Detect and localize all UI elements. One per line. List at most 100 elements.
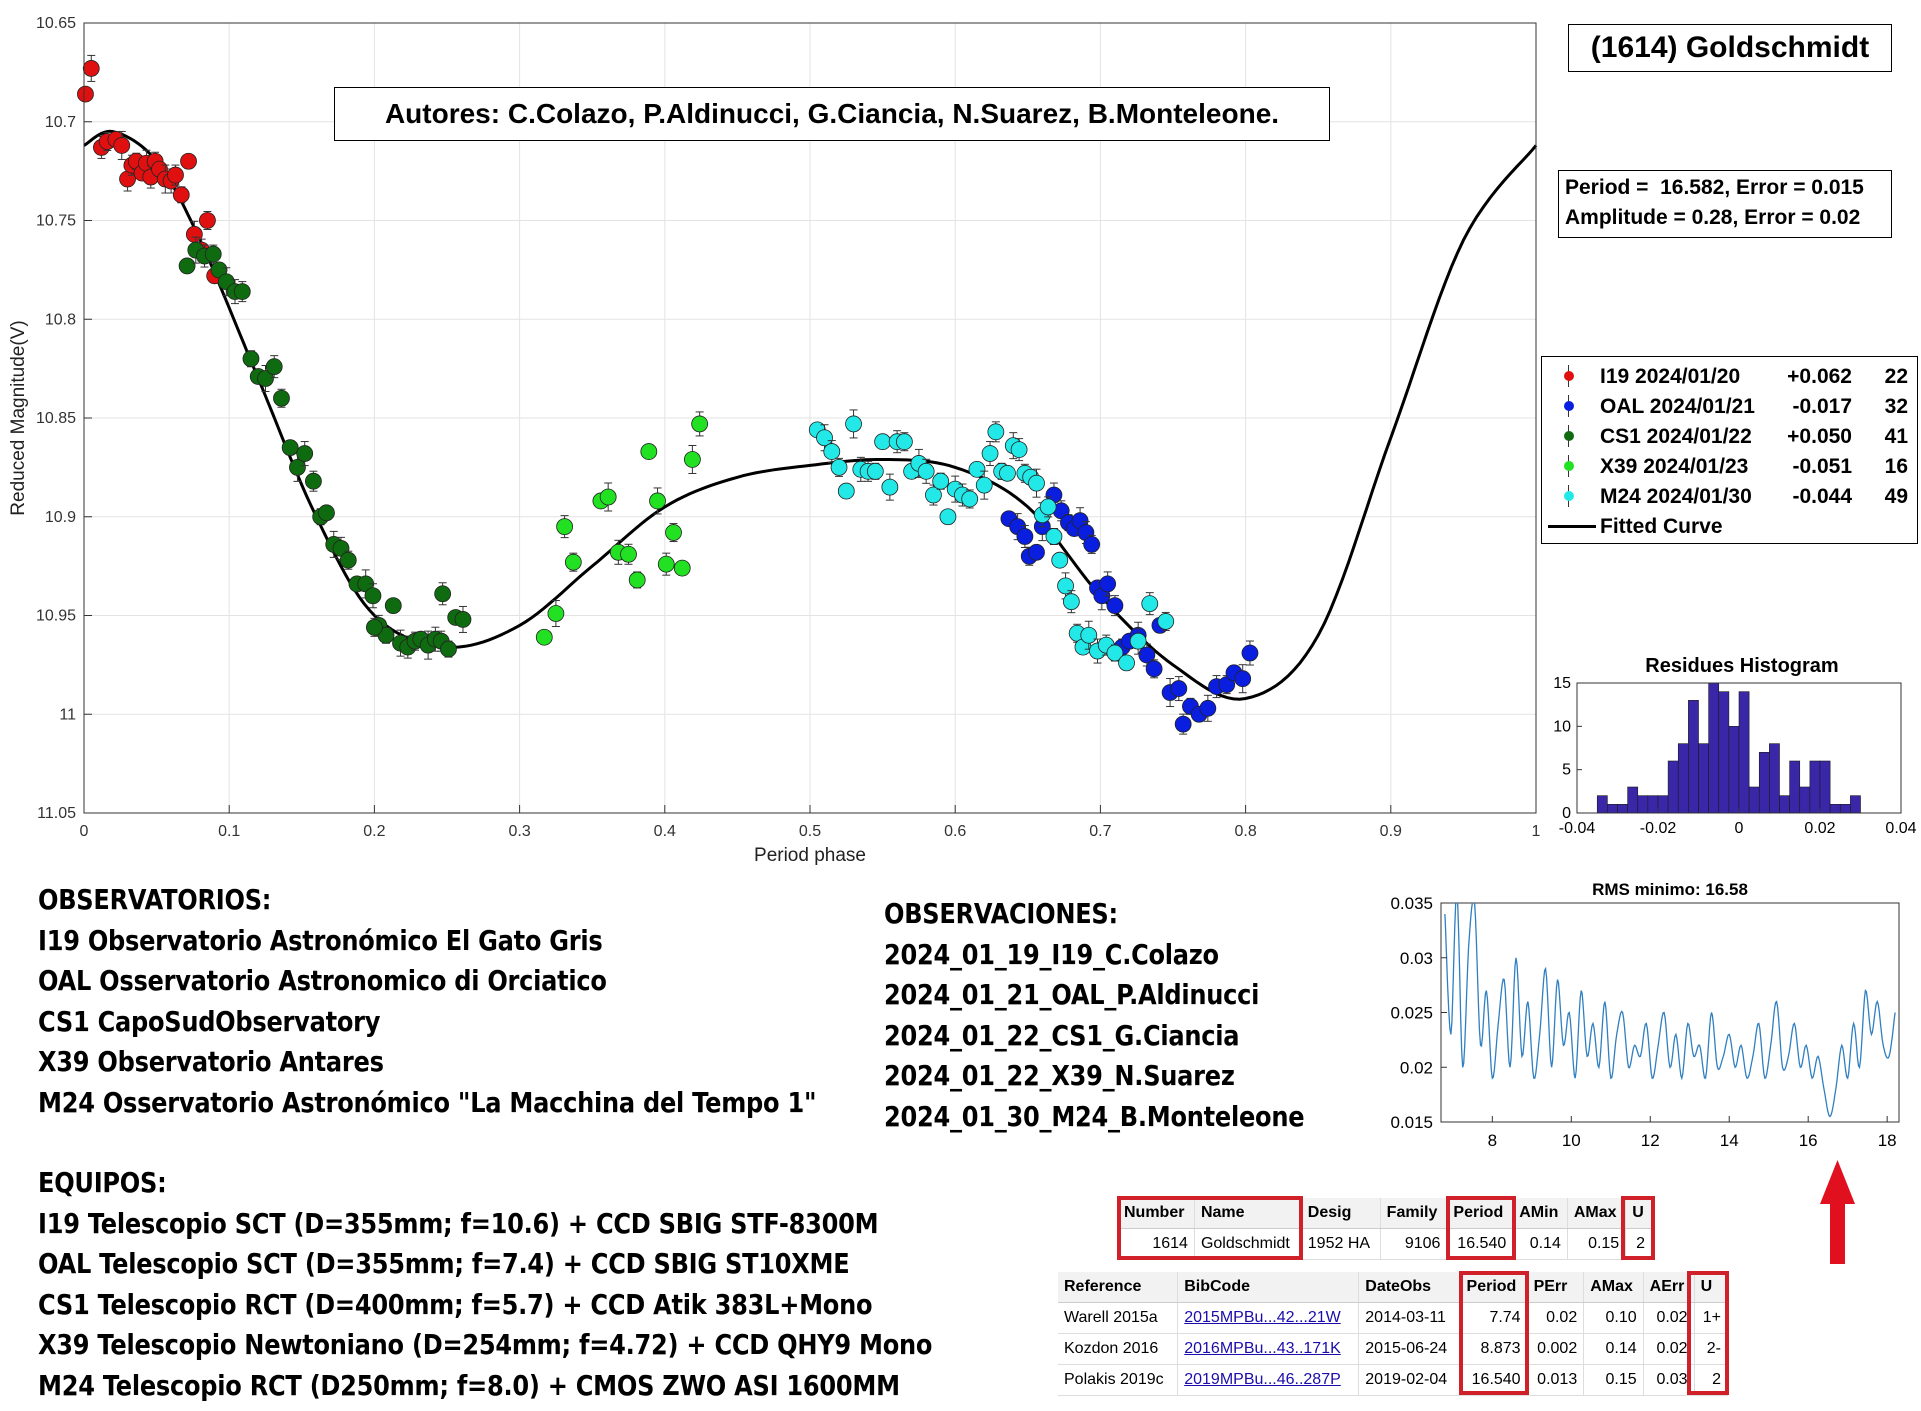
histogram-bar — [1627, 786, 1639, 814]
col-dateobs: DateObs — [1358, 1272, 1461, 1303]
periodogram-x-tick-label: 8 — [1488, 1131, 1497, 1150]
cell-u: 2- — [1694, 1333, 1729, 1365]
object-title-box: (1614) Goldschmidt — [1568, 24, 1892, 72]
series-oal — [1000, 482, 1259, 735]
highlight-lcdb-u — [1621, 1196, 1655, 1260]
data-point — [1138, 646, 1156, 664]
cell-amax: 0.14 — [1583, 1333, 1644, 1365]
histogram-bar — [1708, 682, 1720, 814]
legend-offset: -0.051 — [1792, 455, 1852, 478]
col-reference: Reference — [1058, 1272, 1179, 1303]
histogram-bar — [1769, 743, 1780, 814]
table-row: Polakis 2019c 2019MPBu...46..287P 2019-0… — [1058, 1364, 1729, 1396]
data-point — [620, 545, 637, 563]
observaciones-heading: OBSERVACIONES: — [884, 897, 1118, 930]
data-point — [167, 166, 184, 184]
histogram-title: Residues Histogram — [1645, 655, 1838, 677]
y-tick-label: 10.75 — [36, 213, 76, 230]
data-point — [185, 225, 203, 243]
data-point — [866, 462, 884, 480]
equipo-line: CS1 Telescopio RCT (D=400mm; f=5.7) + CC… — [38, 1287, 873, 1321]
data-point — [1051, 551, 1069, 569]
col-u: U — [1625, 1198, 1652, 1229]
data-point — [823, 443, 841, 460]
periodogram-x-tick-label: 10 — [1562, 1131, 1581, 1150]
data-point — [1241, 644, 1259, 662]
y-tick-label: 10.7 — [45, 114, 76, 131]
data-point — [981, 445, 999, 462]
cell-u: 2 — [1694, 1364, 1729, 1396]
equipo-line: OAL Telescopio SCT (D=355mm; f=7.4) + CC… — [38, 1247, 850, 1280]
col-period: Period — [1446, 1198, 1514, 1229]
data-point — [273, 389, 290, 407]
data-point — [365, 618, 383, 636]
data-point — [895, 433, 913, 451]
col-period: Period — [1460, 1272, 1528, 1303]
data-point — [1057, 577, 1074, 595]
histogram-y-tick-label: 5 — [1562, 762, 1571, 779]
histogram-bar — [1748, 786, 1760, 814]
legend-count: 22 — [1884, 365, 1908, 388]
periodogram-y-tick-label: 0.025 — [1390, 1004, 1433, 1023]
y-tick-label: 10.8 — [45, 311, 76, 328]
y-tick-label: 10.9 — [45, 509, 76, 526]
legend-item: I19 2024/01/20 +0.062 22 — [1542, 363, 1914, 391]
fitted-curve — [83, 129, 1538, 701]
residues-histogram: Residues Histogram -0.04 -0.02 0 0.02 0.04 0 5 1… — [1553, 655, 1916, 837]
histogram-x-tick-label: -0.02 — [1640, 820, 1677, 837]
bibcode-link[interactable]: 2016MPBu...43..171K — [1184, 1340, 1341, 1357]
equipos-panel: EQUIPOS: I19 Telescopio SCT (D=355mm; f=… — [38, 1163, 932, 1406]
data-point — [1039, 498, 1057, 516]
data-point — [1062, 593, 1080, 611]
data-point — [1010, 441, 1028, 459]
histogram-bar — [1637, 795, 1649, 814]
table-row: Kozdon 2016 2016MPBu...43..171K 2015-06-… — [1058, 1333, 1729, 1365]
fitted-curve-line — [83, 129, 1538, 701]
x-tick-label: 0.9 — [1380, 823, 1402, 840]
object-title: (1614) Goldschmidt — [1590, 31, 1870, 64]
observatorio-line: M24 Osservatorio Astronómico "La Macchin… — [38, 1085, 817, 1119]
plot-frame — [83, 22, 1537, 814]
cell-period: 16.540 — [1460, 1364, 1528, 1396]
legend-label: OAL 2024/01/21 — [1600, 395, 1755, 418]
data-point — [816, 429, 833, 447]
legend-offset: -0.017 — [1792, 395, 1852, 418]
data-point — [683, 451, 701, 468]
observatorio-line: CS1 CapoSudObservatory — [38, 1004, 381, 1038]
data-point — [1028, 543, 1045, 561]
histogram-bar — [1779, 795, 1790, 814]
histogram-bar — [1657, 795, 1669, 814]
col-amin: AMin — [1512, 1198, 1568, 1229]
bibcode-link[interactable]: 2019MPBu...46..287P — [1184, 1371, 1341, 1388]
legend-item: OAL 2024/01/21 -0.017 32 — [1542, 393, 1914, 421]
col-aerr: AErr — [1643, 1272, 1695, 1303]
data-point — [564, 553, 582, 571]
lightcurve-axes: 0 0.1 0.2 0.3 0.4 0.5 0.6 0.7 0.8 0.9 1 10.65 10.7 10… — [8, 15, 1541, 866]
data-point — [82, 60, 100, 77]
data-point — [640, 443, 658, 460]
table-header-row: Reference BibCode DateObs Period PErr AM… — [1058, 1272, 1729, 1303]
data-point — [1083, 536, 1101, 553]
histogram-x-tick-label: 0 — [1735, 820, 1744, 837]
col-desig: Desig — [1301, 1198, 1381, 1229]
y-tick-label: 10.95 — [36, 608, 76, 625]
histogram-bar — [1607, 804, 1618, 814]
histogram-x-tick-label: -0.04 — [1559, 820, 1596, 837]
data-point — [257, 370, 274, 387]
data-point — [932, 472, 950, 490]
histogram-y-tick-label: 15 — [1553, 675, 1571, 692]
cell-reference: Polakis 2019c — [1058, 1364, 1179, 1396]
data-point — [1045, 528, 1063, 545]
cell-reference: Warell 2015a — [1058, 1302, 1179, 1334]
histogram-bar — [1850, 795, 1861, 814]
data-point — [917, 462, 935, 480]
data-point — [1080, 626, 1098, 644]
references-table: Reference BibCode DateObs Period PErr AM… — [1058, 1272, 1729, 1396]
data-point — [837, 482, 855, 500]
histogram-bar — [1677, 743, 1689, 814]
legend-label: M24 2024/01/30 — [1600, 485, 1752, 508]
equipo-line: M24 Telescopio RCT (D250mm; f=8.0) + CMO… — [38, 1368, 900, 1402]
histogram-bar — [1819, 760, 1831, 814]
data-point — [242, 350, 260, 368]
bibcode-link[interactable]: 2015MPBu...42...21W — [1184, 1309, 1341, 1326]
